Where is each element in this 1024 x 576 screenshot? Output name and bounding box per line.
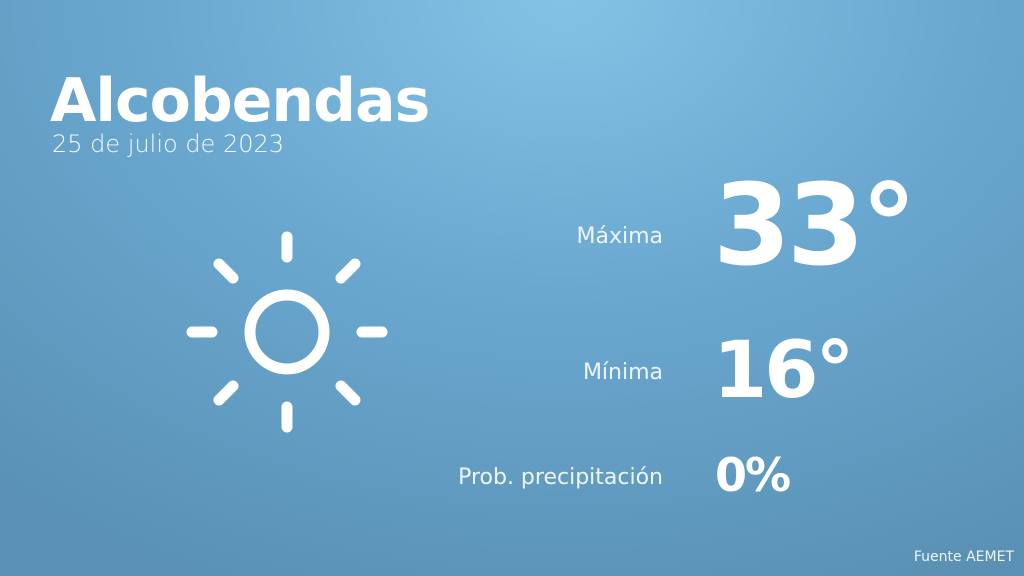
precipitation-label: Prob. precipitación bbox=[458, 465, 663, 490]
city-title: Alcobendas bbox=[50, 66, 430, 136]
min-temp-label: Mínima bbox=[582, 360, 663, 385]
max-temp-label: Máxima bbox=[576, 224, 663, 249]
source-credit: Fuente AEMET bbox=[913, 549, 1014, 565]
forecast-date: 25 de julio de 2023 bbox=[52, 130, 285, 158]
min-temp-value: 16° bbox=[713, 326, 855, 416]
precipitation-value: 0% bbox=[715, 448, 791, 502]
max-temp-value: 33° bbox=[713, 161, 917, 291]
sun-icon bbox=[186, 231, 388, 433]
